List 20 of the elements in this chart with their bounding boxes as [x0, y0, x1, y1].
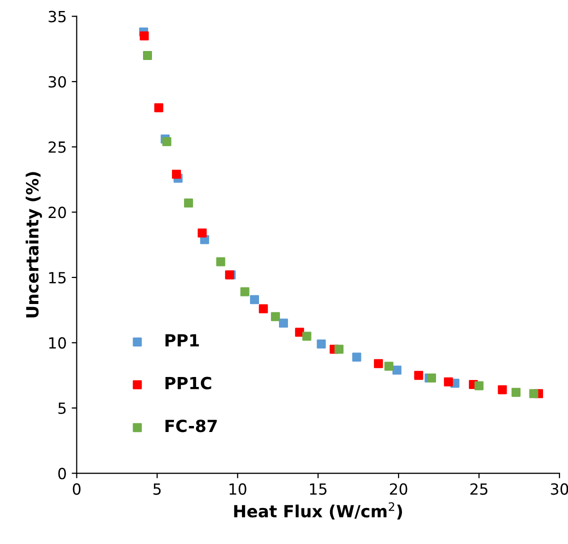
x-tick-label: 20 — [390, 483, 408, 495]
y-axis-title: Uncertainty (%) — [26, 172, 42, 318]
x-tick-label: 25 — [470, 483, 488, 495]
y-tick-label: 0 — [58, 468, 66, 480]
y-tick-label: 5 — [58, 402, 66, 414]
y-tick-label: 25 — [48, 141, 66, 153]
x-tick-label: 0 — [72, 483, 81, 495]
legend-label: PP1C — [166, 376, 212, 390]
y-tick-label: 10 — [49, 337, 66, 349]
x-tick-label: 5 — [153, 483, 161, 495]
y-tick-label: 15 — [49, 272, 66, 284]
y-tick-label: 20 — [48, 206, 66, 218]
x-axis-title: Heat Flux (W/cm$^{2}$) — [234, 502, 402, 520]
x-tick-label: 30 — [550, 483, 568, 495]
legend-label: FC-87 — [166, 420, 217, 432]
legend-label: PP1 — [166, 334, 199, 346]
x-tick-label: 10 — [230, 483, 246, 495]
y-tick-label: 30 — [48, 76, 66, 88]
y-tick-label: 35 — [48, 10, 66, 22]
x-tick-label: 15 — [310, 483, 326, 495]
